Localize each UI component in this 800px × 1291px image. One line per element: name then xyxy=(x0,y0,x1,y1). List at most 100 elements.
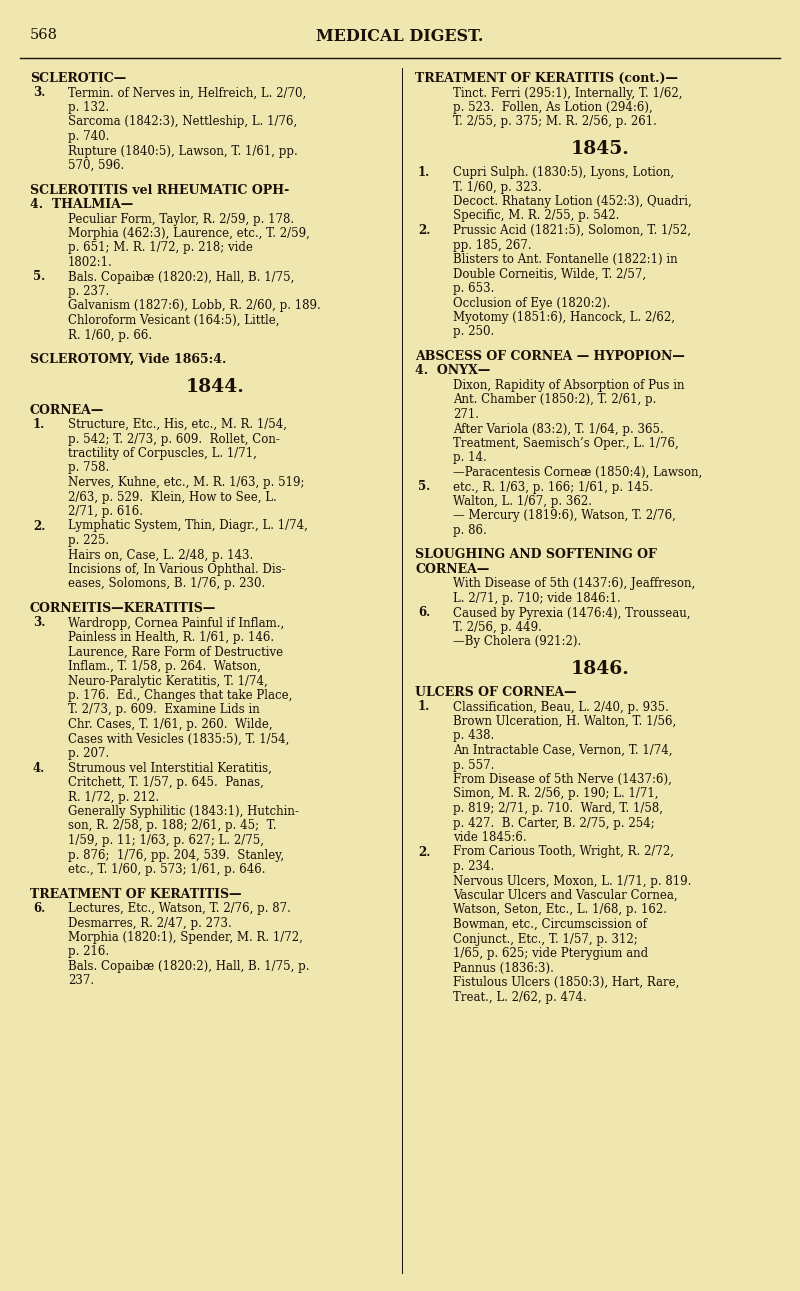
Text: p. 653.: p. 653. xyxy=(453,281,494,296)
Text: p. 250.: p. 250. xyxy=(453,325,494,338)
Text: Lectures, Etc., Watson, T. 2/76, p. 87.: Lectures, Etc., Watson, T. 2/76, p. 87. xyxy=(68,902,291,915)
Text: Decoct. Rhatany Lotion (452:3), Quadri,: Decoct. Rhatany Lotion (452:3), Quadri, xyxy=(453,195,692,208)
Text: 237.: 237. xyxy=(68,975,94,988)
Text: Treat., L. 2/62, p. 474.: Treat., L. 2/62, p. 474. xyxy=(453,990,586,1003)
Text: Nervous Ulcers, Moxon, L. 1/71, p. 819.: Nervous Ulcers, Moxon, L. 1/71, p. 819. xyxy=(453,874,691,887)
Text: Ant. Chamber (1850:2), T. 2/61, p.: Ant. Chamber (1850:2), T. 2/61, p. xyxy=(453,394,656,407)
Text: After Variola (83:2), T. 1/64, p. 365.: After Variola (83:2), T. 1/64, p. 365. xyxy=(453,422,664,435)
Text: Classification, Beau, L. 2/40, p. 935.: Classification, Beau, L. 2/40, p. 935. xyxy=(453,701,669,714)
Text: 570, 596.: 570, 596. xyxy=(68,159,124,172)
Text: p. 740.: p. 740. xyxy=(68,130,110,143)
Text: — Mercury (1819:6), Watson, T. 2/76,: — Mercury (1819:6), Watson, T. 2/76, xyxy=(453,510,676,523)
Text: Specific, M. R. 2/55, p. 542.: Specific, M. R. 2/55, p. 542. xyxy=(453,209,619,222)
Text: Chloroform Vesicant (164:5), Little,: Chloroform Vesicant (164:5), Little, xyxy=(68,314,279,327)
Text: CORNEITIS—KERATITIS—: CORNEITIS—KERATITIS— xyxy=(30,602,216,615)
Text: Watson, Seton, Etc., L. 1/68, p. 162.: Watson, Seton, Etc., L. 1/68, p. 162. xyxy=(453,904,667,917)
Text: 3.: 3. xyxy=(33,86,46,99)
Text: eases, Solomons, B. 1/76, p. 230.: eases, Solomons, B. 1/76, p. 230. xyxy=(68,577,266,590)
Text: Hairs on, Case, L. 2/48, p. 143.: Hairs on, Case, L. 2/48, p. 143. xyxy=(68,549,254,562)
Text: 2.: 2. xyxy=(418,846,430,859)
Text: 1844.: 1844. xyxy=(186,377,244,395)
Text: Vascular Ulcers and Vascular Cornea,: Vascular Ulcers and Vascular Cornea, xyxy=(453,889,678,902)
Text: 5.: 5. xyxy=(33,271,46,284)
Text: Wardropp, Cornea Painful if Inflam.,: Wardropp, Cornea Painful if Inflam., xyxy=(68,617,284,630)
Text: Fistulous Ulcers (1850:3), Hart, Rare,: Fistulous Ulcers (1850:3), Hart, Rare, xyxy=(453,976,679,989)
Text: 4.: 4. xyxy=(33,762,46,775)
Text: 1.: 1. xyxy=(33,418,46,431)
Text: —Paracentesis Corneæ (1850:4), Lawson,: —Paracentesis Corneæ (1850:4), Lawson, xyxy=(453,466,702,479)
Text: 2/71, p. 616.: 2/71, p. 616. xyxy=(68,505,143,518)
Text: p. 651; M. R. 1/72, p. 218; vide: p. 651; M. R. 1/72, p. 218; vide xyxy=(68,241,253,254)
Text: —By Cholera (921:2).: —By Cholera (921:2). xyxy=(453,635,582,648)
Text: Termin. of Nerves in, Helfreich, L. 2/70,: Termin. of Nerves in, Helfreich, L. 2/70… xyxy=(68,86,306,99)
Text: Walton, L. 1/67, p. 362.: Walton, L. 1/67, p. 362. xyxy=(453,494,592,507)
Text: Dixon, Rapidity of Absorption of Pus in: Dixon, Rapidity of Absorption of Pus in xyxy=(453,380,685,392)
Text: Nerves, Kuhne, etc., M. R. 1/63, p. 519;: Nerves, Kuhne, etc., M. R. 1/63, p. 519; xyxy=(68,476,305,489)
Text: Lymphatic System, Thin, Diagr., L. 1/74,: Lymphatic System, Thin, Diagr., L. 1/74, xyxy=(68,519,308,532)
Text: p. 216.: p. 216. xyxy=(68,945,109,958)
Text: SCLEROTOMY, Vide 1865:4.: SCLEROTOMY, Vide 1865:4. xyxy=(30,352,226,367)
Text: ULCERS OF CORNEA—: ULCERS OF CORNEA— xyxy=(415,686,577,698)
Text: CORNEA—: CORNEA— xyxy=(415,563,490,576)
Text: 6.: 6. xyxy=(418,607,430,620)
Text: 1846.: 1846. xyxy=(570,660,630,678)
Text: Simon, M. R. 2/56, p. 190; L. 1/71,: Simon, M. R. 2/56, p. 190; L. 1/71, xyxy=(453,788,658,800)
Text: Desmarres, R. 2/47, p. 273.: Desmarres, R. 2/47, p. 273. xyxy=(68,917,232,930)
Text: Morphia (462:3), Laurence, etc., T. 2/59,: Morphia (462:3), Laurence, etc., T. 2/59… xyxy=(68,227,310,240)
Text: Peculiar Form, Taylor, R. 2/59, p. 178.: Peculiar Form, Taylor, R. 2/59, p. 178. xyxy=(68,213,294,226)
Text: Caused by Pyrexia (1476:4), Trousseau,: Caused by Pyrexia (1476:4), Trousseau, xyxy=(453,607,690,620)
Text: vide 1845:6.: vide 1845:6. xyxy=(453,831,526,844)
Text: 1845.: 1845. xyxy=(570,139,630,158)
Text: p. 758.: p. 758. xyxy=(68,461,110,475)
Text: p. 207.: p. 207. xyxy=(68,747,110,760)
Text: p. 427.  B. Carter, B. 2/75, p. 254;: p. 427. B. Carter, B. 2/75, p. 254; xyxy=(453,816,654,830)
Text: SCLEROTITIS vel RHEUMATIC OPH-: SCLEROTITIS vel RHEUMATIC OPH- xyxy=(30,183,290,196)
Text: Bals. Copaibæ (1820:2), Hall, B. 1/75, p.: Bals. Copaibæ (1820:2), Hall, B. 1/75, p… xyxy=(68,961,310,973)
Text: ABSCESS OF CORNEA — HYPOPION—: ABSCESS OF CORNEA — HYPOPION— xyxy=(415,350,685,363)
Text: From Disease of 5th Nerve (1437:6),: From Disease of 5th Nerve (1437:6), xyxy=(453,773,672,786)
Text: p. 86.: p. 86. xyxy=(453,524,486,537)
Text: p. 237.: p. 237. xyxy=(68,285,110,298)
Text: T. 2/56, p. 449.: T. 2/56, p. 449. xyxy=(453,621,542,634)
Text: etc., R. 1/63, p. 166; 1/61, p. 145.: etc., R. 1/63, p. 166; 1/61, p. 145. xyxy=(453,480,653,493)
Text: Pannus (1836:3).: Pannus (1836:3). xyxy=(453,962,554,975)
Text: 2/63, p. 529.  Klein, How to See, L.: 2/63, p. 529. Klein, How to See, L. xyxy=(68,491,277,503)
Text: Incisions of, In Various Ophthal. Dis-: Incisions of, In Various Ophthal. Dis- xyxy=(68,563,286,576)
Text: 4.  THALMIA—: 4. THALMIA— xyxy=(30,198,134,210)
Text: p. 132.: p. 132. xyxy=(68,101,109,114)
Text: Treatment, Saemisch’s Oper., L. 1/76,: Treatment, Saemisch’s Oper., L. 1/76, xyxy=(453,436,678,451)
Text: 1.: 1. xyxy=(418,701,430,714)
Text: p. 225.: p. 225. xyxy=(68,534,109,547)
Text: Double Corneitis, Wilde, T. 2/57,: Double Corneitis, Wilde, T. 2/57, xyxy=(453,267,646,280)
Text: T. 2/73, p. 609.  Examine Lids in: T. 2/73, p. 609. Examine Lids in xyxy=(68,704,260,717)
Text: p. 176.  Ed., Changes that take Place,: p. 176. Ed., Changes that take Place, xyxy=(68,689,292,702)
Text: L. 2/71, p. 710; vide 1846:1.: L. 2/71, p. 710; vide 1846:1. xyxy=(453,593,621,605)
Text: Rupture (1840:5), Lawson, T. 1/61, pp.: Rupture (1840:5), Lawson, T. 1/61, pp. xyxy=(68,145,298,158)
Text: 5.: 5. xyxy=(418,480,430,493)
Text: 1/65, p. 625; vide Pterygium and: 1/65, p. 625; vide Pterygium and xyxy=(453,948,648,961)
Text: 271.: 271. xyxy=(453,408,479,421)
Text: Chr. Cases, T. 1/61, p. 260.  Wilde,: Chr. Cases, T. 1/61, p. 260. Wilde, xyxy=(68,718,273,731)
Text: T. 2/55, p. 375; M. R. 2/56, p. 261.: T. 2/55, p. 375; M. R. 2/56, p. 261. xyxy=(453,115,657,129)
Text: From Carious Tooth, Wright, R. 2/72,: From Carious Tooth, Wright, R. 2/72, xyxy=(453,846,674,859)
Text: An Intractable Case, Vernon, T. 1/74,: An Intractable Case, Vernon, T. 1/74, xyxy=(453,744,673,757)
Text: Morphia (1820:1), Spender, M. R. 1/72,: Morphia (1820:1), Spender, M. R. 1/72, xyxy=(68,931,303,944)
Text: Critchett, T. 1/57, p. 645.  Panas,: Critchett, T. 1/57, p. 645. Panas, xyxy=(68,776,264,789)
Text: 6.: 6. xyxy=(33,902,46,915)
Text: 1802:1.: 1802:1. xyxy=(68,256,113,269)
Text: p. 14.: p. 14. xyxy=(453,452,486,465)
Text: TREATMENT OF KERATITIS—: TREATMENT OF KERATITIS— xyxy=(30,887,242,901)
Text: Conjunct., Etc., T. 1/57, p. 312;: Conjunct., Etc., T. 1/57, p. 312; xyxy=(453,932,638,945)
Text: 1/59, p. 11; 1/63, p. 627; L. 2/75,: 1/59, p. 11; 1/63, p. 627; L. 2/75, xyxy=(68,834,264,847)
Text: Neuro-Paralytic Keratitis, T. 1/74,: Neuro-Paralytic Keratitis, T. 1/74, xyxy=(68,674,268,688)
Text: Painless in Health, R. 1/61, p. 146.: Painless in Health, R. 1/61, p. 146. xyxy=(68,631,274,644)
Text: pp. 185, 267.: pp. 185, 267. xyxy=(453,239,532,252)
Text: SLOUGHING AND SOFTENING OF: SLOUGHING AND SOFTENING OF xyxy=(415,549,657,562)
Text: Occlusion of Eye (1820:2).: Occlusion of Eye (1820:2). xyxy=(453,297,610,310)
Text: Blisters to Ant. Fontanelle (1822:1) in: Blisters to Ant. Fontanelle (1822:1) in xyxy=(453,253,678,266)
Text: 3.: 3. xyxy=(33,617,46,630)
Text: Bowman, etc., Circumscission of: Bowman, etc., Circumscission of xyxy=(453,918,647,931)
Text: R. 1/72, p. 212.: R. 1/72, p. 212. xyxy=(68,790,159,803)
Text: 2.: 2. xyxy=(33,519,46,532)
Text: 568: 568 xyxy=(30,28,58,43)
